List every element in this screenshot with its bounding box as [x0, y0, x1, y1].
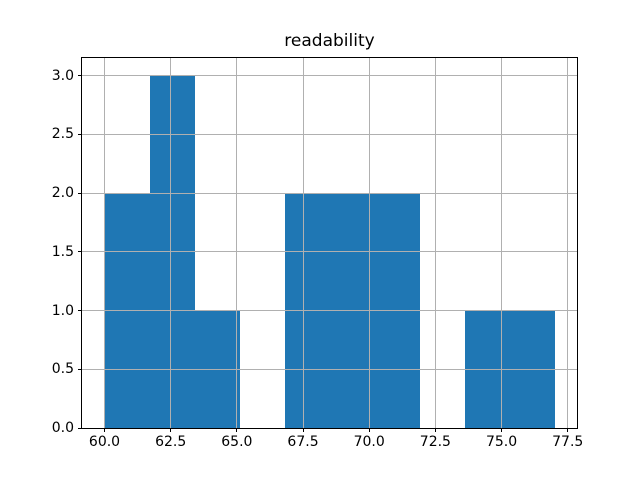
y-tick-label: 2.5 [51, 126, 74, 143]
x-tick-label: 60.0 [88, 434, 121, 450]
plot-area: 60.0 62.5 65.0 67.5 70.0 72.5 75.0 77.5 0.0 0.5 1.… [52, 57, 584, 450]
x-tick-mark [170, 428, 172, 432]
y-tick-mark [78, 368, 82, 370]
y-tick-label: 1.0 [51, 302, 74, 319]
gridline-horizontal [82, 368, 577, 370]
gridline-vertical [501, 58, 503, 428]
gridline-horizontal [82, 310, 577, 312]
gridline-vertical [368, 58, 370, 428]
x-tick-mark [567, 428, 569, 432]
y-tick-mark [78, 192, 82, 194]
y-tick-mark [78, 427, 82, 429]
y-tick-mark [78, 310, 82, 312]
chart-title: readability [284, 31, 375, 51]
x-tick-label: 75.0 [485, 434, 518, 450]
x-tick-mark [104, 428, 105, 432]
y-tick-label: 3.0 [51, 67, 74, 84]
x-tick-mark [501, 428, 503, 432]
y-tick-label: 0.5 [51, 361, 74, 378]
gridline-vertical [104, 58, 105, 428]
gridline-vertical [170, 58, 172, 428]
x-tick-label: 65.0 [221, 434, 253, 450]
grid-layer [82, 58, 577, 428]
y-tick-mark [78, 251, 82, 253]
x-tick-label: 72.5 [419, 434, 451, 450]
gridline-horizontal [82, 133, 577, 135]
x-tick-mark [434, 428, 436, 432]
x-tick-label: 67.5 [287, 434, 319, 450]
y-tick-mark [78, 75, 82, 77]
gridline-vertical [567, 58, 569, 428]
gridline-vertical [434, 58, 436, 428]
x-tick-mark [368, 428, 370, 432]
gridline-vertical [302, 58, 304, 428]
ticks-layer: 60.0 62.5 65.0 67.5 70.0 72.5 75.0 77.5 0.0 0.5 1.… [52, 58, 584, 450]
x-tick-label: 70.0 [353, 434, 385, 450]
gridline-horizontal [82, 251, 577, 253]
y-tick-label: 1.5 [51, 243, 74, 260]
x-tick-mark [236, 428, 238, 432]
y-tick-mark [78, 133, 82, 135]
x-tick-mark [302, 428, 304, 432]
gridline-vertical [236, 58, 238, 428]
gridline-horizontal [82, 192, 577, 194]
y-tick-label: 2.0 [51, 185, 74, 202]
y-tick-label: 0.0 [51, 420, 74, 436]
x-tick-label: 62.5 [155, 434, 187, 450]
x-tick-label: 77.5 [552, 434, 584, 450]
gridline-horizontal [82, 75, 577, 77]
